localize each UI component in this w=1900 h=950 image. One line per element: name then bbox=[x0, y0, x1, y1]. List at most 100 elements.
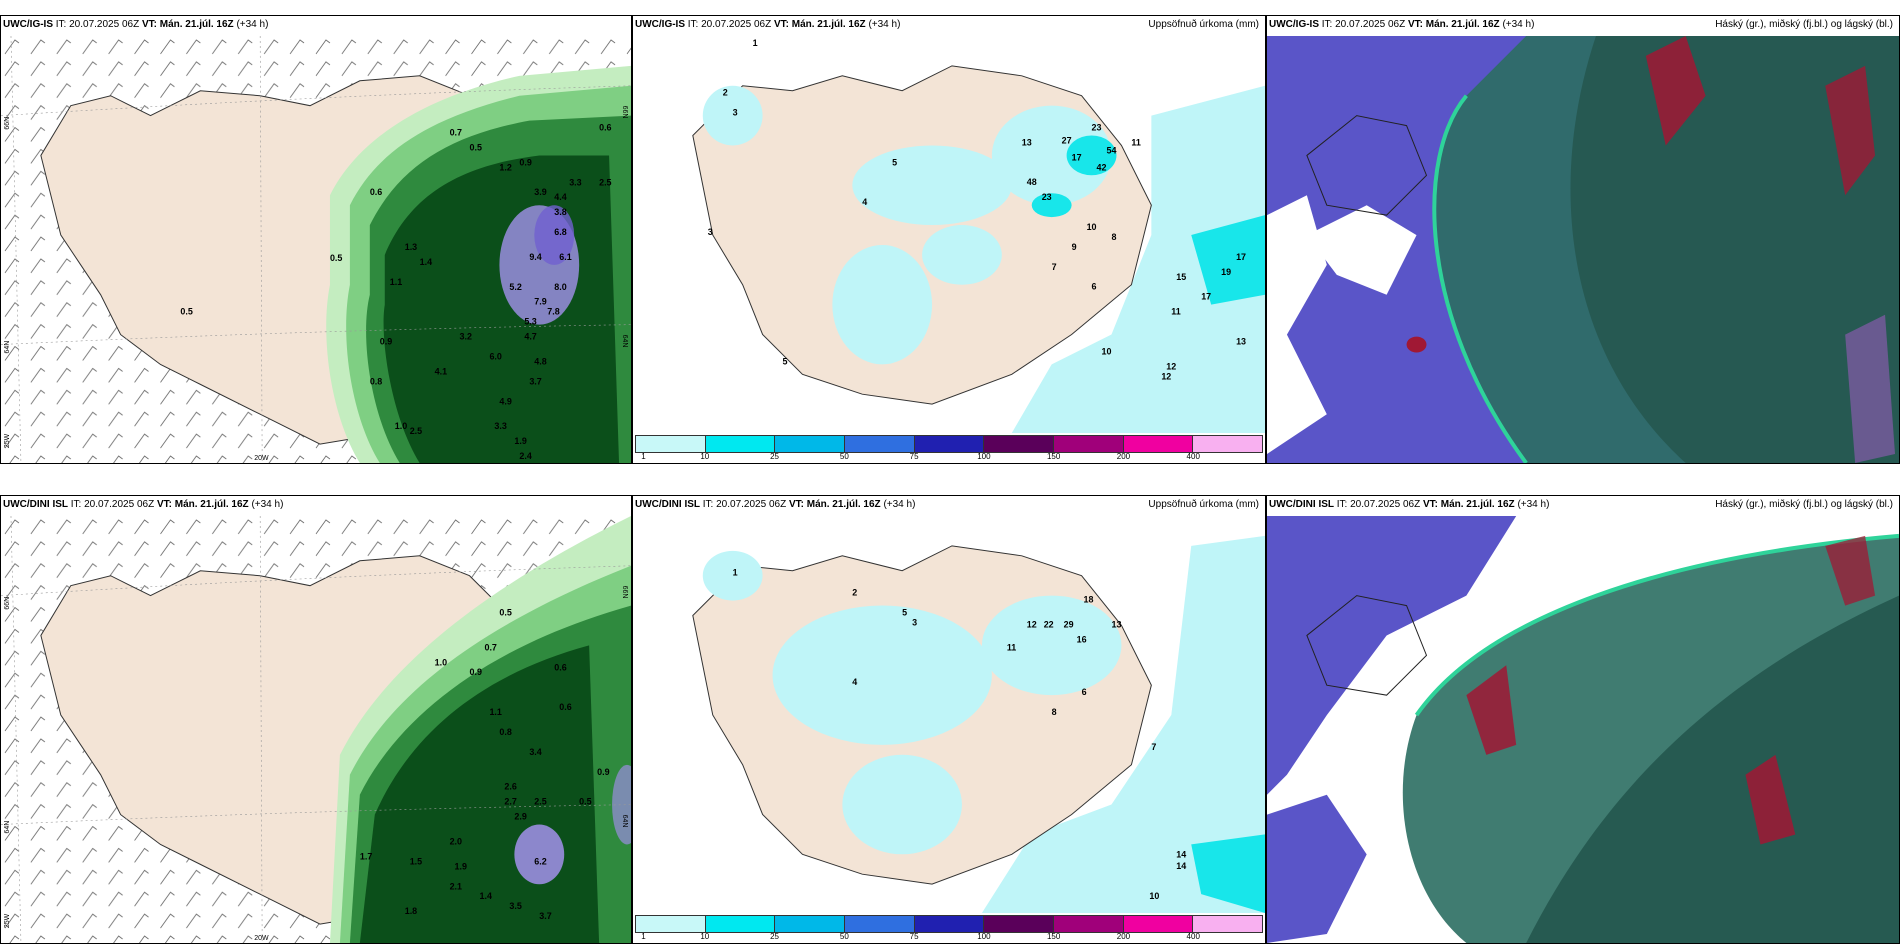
svg-text:5: 5 bbox=[892, 157, 897, 167]
svg-text:3.4: 3.4 bbox=[529, 747, 541, 757]
svg-text:0.5: 0.5 bbox=[470, 142, 482, 152]
svg-text:12: 12 bbox=[1027, 619, 1037, 629]
svg-text:2.6: 2.6 bbox=[504, 782, 516, 792]
svg-text:5.2: 5.2 bbox=[509, 282, 521, 292]
colorbar-tick: 25 bbox=[770, 932, 779, 941]
svg-text:0.9: 0.9 bbox=[519, 157, 531, 167]
it-label: IT: bbox=[1321, 19, 1333, 30]
svg-text:25W: 25W bbox=[4, 433, 11, 448]
svg-text:0.5: 0.5 bbox=[499, 608, 511, 618]
svg-text:1.5: 1.5 bbox=[410, 856, 422, 866]
colorbar-tick: 400 bbox=[1186, 452, 1200, 461]
svg-text:2.1: 2.1 bbox=[450, 881, 462, 891]
colorbar-swatch bbox=[914, 436, 985, 452]
svg-text:66N: 66N bbox=[4, 597, 11, 610]
svg-text:54: 54 bbox=[1107, 145, 1117, 155]
panel-header: UWC/IG-IS IT: 20.07.2025 06Z VT: Mán. 21… bbox=[3, 19, 268, 30]
colorbar-tick: 50 bbox=[839, 932, 849, 941]
svg-text:23: 23 bbox=[1092, 123, 1102, 133]
svg-text:14: 14 bbox=[1176, 849, 1186, 859]
svg-text:8.0: 8.0 bbox=[554, 282, 566, 292]
lead-time: (+34 h) bbox=[251, 499, 284, 510]
vt-value: Mán. 21.júl. 16Z bbox=[174, 499, 249, 510]
colorbar-swatch bbox=[984, 916, 1055, 932]
colorbar-swatch bbox=[1193, 916, 1263, 932]
svg-text:6: 6 bbox=[1082, 687, 1087, 697]
svg-text:1.8: 1.8 bbox=[405, 906, 417, 916]
svg-text:9: 9 bbox=[1072, 242, 1077, 252]
vt-label: VT: bbox=[156, 499, 172, 510]
svg-text:15: 15 bbox=[1176, 272, 1186, 282]
it-label: IT: bbox=[55, 19, 67, 30]
svg-text:1.1: 1.1 bbox=[390, 277, 402, 287]
precip-labels: 0.5 0.7 1.0 0.6 0.9 1.1 3.4 0.8 0.6 2.6 … bbox=[360, 608, 610, 922]
vt-value: Mán. 21.júl. 16Z bbox=[1425, 19, 1500, 30]
svg-text:3.7: 3.7 bbox=[539, 911, 551, 921]
svg-text:4.8: 4.8 bbox=[534, 356, 546, 366]
model-name: UWC/IG-IS bbox=[1269, 19, 1319, 30]
panel-dini-wind-precip: UWC/DINI ISL IT: 20.07.2025 06Z VT: Mán.… bbox=[0, 495, 632, 944]
colorbar-swatch bbox=[636, 436, 706, 452]
svg-text:1.7: 1.7 bbox=[360, 851, 372, 861]
colorbar-tick: 10 bbox=[700, 452, 710, 461]
svg-text:25W: 25W bbox=[4, 913, 11, 928]
svg-text:6: 6 bbox=[1092, 282, 1097, 292]
svg-text:4.9: 4.9 bbox=[499, 396, 511, 406]
map-wind-precip: 0.7 0.5 0.6 0.5 0.9 1.2 2.5 3.3 3.9 4.4 … bbox=[1, 36, 631, 463]
svg-text:4: 4 bbox=[862, 197, 867, 207]
svg-text:8: 8 bbox=[1052, 707, 1057, 717]
svg-text:0.5: 0.5 bbox=[180, 307, 192, 317]
it-label: IT: bbox=[702, 499, 714, 510]
svg-text:11: 11 bbox=[1007, 642, 1016, 652]
svg-text:3.7: 3.7 bbox=[529, 376, 541, 386]
map-accum-precip: 1 2 3 4 5 6 7 8 11 12 13 14 16 18 22 29 … bbox=[633, 516, 1265, 913]
svg-text:64N: 64N bbox=[4, 821, 11, 834]
lead-time: (+34 h) bbox=[868, 19, 901, 30]
it-label: IT: bbox=[1336, 499, 1348, 510]
svg-text:7: 7 bbox=[1052, 262, 1057, 272]
panel-dini-clouds: UWC/DINI ISL IT: 20.07.2025 06Z VT: Mán.… bbox=[1266, 495, 1900, 944]
model-name: UWC/DINI ISL bbox=[3, 499, 68, 510]
svg-text:0.8: 0.8 bbox=[370, 376, 382, 386]
svg-text:17: 17 bbox=[1201, 292, 1211, 302]
svg-text:64N: 64N bbox=[4, 341, 11, 354]
it-value: 20.07.2025 06Z bbox=[716, 499, 787, 510]
colorbar-swatch bbox=[1193, 436, 1263, 452]
svg-text:1.4: 1.4 bbox=[479, 891, 491, 901]
svg-text:13: 13 bbox=[1022, 137, 1032, 147]
colorbar-swatch bbox=[1123, 916, 1194, 932]
it-value: 20.07.2025 06Z bbox=[1350, 499, 1421, 510]
vt-value: Mán. 21.júl. 16Z bbox=[791, 19, 866, 30]
colorbar-swatch bbox=[984, 436, 1055, 452]
svg-text:3.9: 3.9 bbox=[534, 187, 546, 197]
svg-text:4.4: 4.4 bbox=[554, 192, 566, 202]
svg-text:13: 13 bbox=[1111, 619, 1121, 629]
svg-text:0.9: 0.9 bbox=[380, 337, 392, 347]
svg-text:13: 13 bbox=[1236, 336, 1246, 346]
colorbar-swatch bbox=[845, 916, 915, 932]
svg-text:11: 11 bbox=[1131, 137, 1140, 147]
colorbar-tick: 75 bbox=[909, 452, 919, 461]
precip-labels: 0.7 0.5 0.6 0.5 0.9 1.2 2.5 3.3 3.9 4.4 … bbox=[180, 123, 611, 461]
svg-text:2.0: 2.0 bbox=[450, 836, 462, 846]
colorbar-swatch bbox=[1123, 436, 1194, 452]
svg-text:2.5: 2.5 bbox=[534, 797, 546, 807]
colorbar: 1 10 25 50 75 100 150 200 400 bbox=[635, 435, 1263, 461]
colorbar-tick: 150 bbox=[1046, 932, 1061, 941]
vt-label: VT: bbox=[1422, 499, 1438, 510]
svg-text:11: 11 bbox=[1171, 307, 1180, 317]
svg-text:3: 3 bbox=[733, 108, 738, 118]
svg-text:2: 2 bbox=[723, 88, 728, 98]
svg-text:17: 17 bbox=[1072, 152, 1082, 162]
svg-text:7.9: 7.9 bbox=[534, 297, 546, 307]
colorbar-swatch bbox=[845, 436, 915, 452]
svg-text:2.4: 2.4 bbox=[519, 451, 531, 461]
panel-dini-accum-precip: UWC/DINI ISL IT: 20.07.2025 06Z VT: Mán.… bbox=[632, 495, 1266, 944]
svg-text:0.5: 0.5 bbox=[330, 253, 342, 263]
vt-label: VT: bbox=[141, 19, 157, 30]
svg-text:12: 12 bbox=[1161, 371, 1171, 381]
svg-text:3.3: 3.3 bbox=[569, 177, 581, 187]
svg-text:7.8: 7.8 bbox=[547, 307, 559, 317]
colorbar-swatch bbox=[1054, 916, 1124, 932]
colorbar-tick: 75 bbox=[909, 932, 919, 941]
